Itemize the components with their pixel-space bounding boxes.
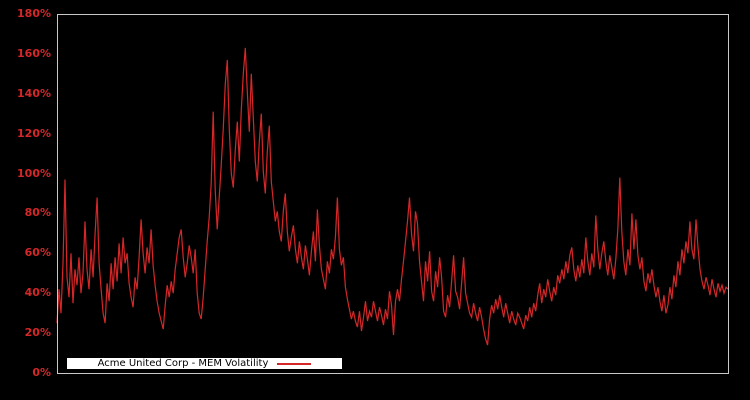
y-tick-label: 60% — [24, 246, 51, 260]
legend: Acme United Corp - MEM Volatility — [67, 358, 342, 369]
y-tick-label: 140% — [17, 86, 51, 100]
legend-line-sample — [277, 362, 312, 365]
y-tick-label: 120% — [17, 126, 51, 140]
legend-label: Acme United Corp - MEM Volatility — [97, 358, 269, 369]
y-tick-label: 40% — [24, 286, 51, 300]
y-tick-label: 160% — [17, 46, 51, 60]
y-tick-label: 80% — [24, 206, 51, 220]
y-tick-label: 20% — [24, 326, 51, 340]
y-tick-label: 180% — [17, 7, 51, 20]
y-tick-label: 0% — [32, 366, 51, 379]
plot-border — [57, 14, 729, 374]
y-tick-label: 100% — [17, 166, 51, 180]
series-line — [56, 47, 729, 346]
